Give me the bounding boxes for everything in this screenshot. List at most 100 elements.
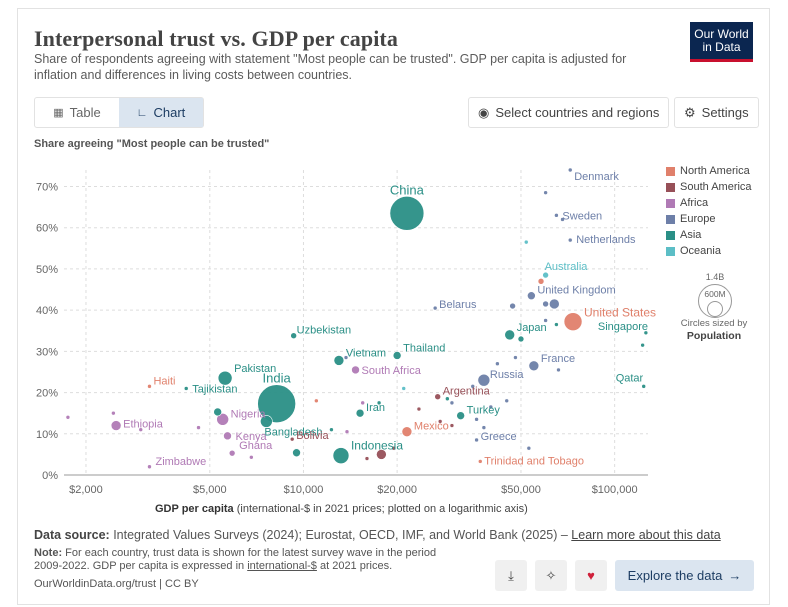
tab-chart[interactable]: ∟ Chart [119, 98, 203, 127]
point-point[interactable] [517, 335, 525, 343]
point-india[interactable] [257, 384, 296, 423]
legend-asia[interactable]: Asia [666, 227, 752, 243]
international-dollar-link[interactable]: international-$ [247, 560, 317, 572]
donate-button[interactable]: ♥ [575, 560, 607, 591]
point-china[interactable] [389, 195, 425, 231]
point-point[interactable] [449, 400, 455, 406]
point-singapore[interactable] [643, 330, 649, 336]
point-bangladesh[interactable] [260, 415, 273, 428]
point-mexico[interactable] [401, 426, 413, 438]
point-france[interactable] [528, 360, 540, 372]
point-point[interactable] [249, 454, 254, 460]
point-point[interactable] [542, 300, 549, 308]
point-tajikistan[interactable] [183, 386, 189, 391]
point-point[interactable] [537, 277, 545, 285]
point-uzbekistan[interactable] [290, 332, 297, 339]
x-tick-label: $20,000 [377, 484, 417, 496]
label-haiti: Haiti [153, 375, 175, 387]
point-point[interactable] [549, 298, 560, 310]
owid-logo[interactable]: Our World in Data [690, 22, 753, 62]
point-russia[interactable] [477, 373, 491, 387]
point-vietnam[interactable] [333, 355, 345, 366]
point-point[interactable] [481, 425, 487, 430]
explore-data-button[interactable]: Explore the data → [615, 560, 754, 591]
legend-south-america[interactable]: South America [666, 179, 752, 195]
point-thailand[interactable] [392, 351, 402, 360]
point-point[interactable] [213, 407, 222, 417]
point-point[interactable] [470, 384, 476, 389]
point-australia[interactable] [542, 271, 549, 279]
point-point[interactable] [416, 406, 422, 412]
point-ethiopia[interactable] [110, 420, 122, 431]
legend-oceania[interactable]: Oceania [666, 243, 752, 259]
point-point[interactable] [560, 217, 565, 222]
point-point[interactable] [523, 239, 529, 245]
point-point[interactable] [360, 400, 365, 406]
point-united-kingdom[interactable] [527, 291, 536, 301]
point-zimbabwe[interactable] [147, 464, 152, 470]
point-iran[interactable] [355, 408, 365, 418]
point-qatar[interactable] [641, 384, 647, 389]
legend-africa[interactable]: Africa [666, 195, 752, 211]
site-link[interactable]: OurWorldinData.org/trust | CC BY [34, 578, 199, 590]
point-japan[interactable] [504, 329, 515, 341]
point-point[interactable] [196, 425, 201, 430]
point-point[interactable] [329, 427, 334, 432]
point-united-states[interactable] [563, 312, 583, 331]
point-point[interactable] [543, 190, 548, 195]
point-point[interactable] [554, 322, 559, 327]
download-button[interactable]: ⤓ [495, 560, 527, 591]
point-trinidad-and-tobago[interactable] [477, 459, 483, 464]
label-nigeria: Nigeria [231, 408, 267, 420]
learn-more-link[interactable]: Learn more about this data [571, 528, 721, 542]
point-point[interactable] [292, 448, 301, 458]
point-south-africa[interactable] [351, 365, 360, 375]
point-point[interactable] [504, 398, 510, 404]
point-point[interactable] [65, 414, 71, 420]
point-point[interactable] [556, 367, 561, 373]
point-point[interactable] [543, 318, 548, 323]
point-greece[interactable] [474, 437, 479, 443]
point-haiti[interactable] [147, 384, 152, 389]
point-point[interactable] [449, 423, 455, 428]
point-point[interactable] [111, 410, 116, 416]
point-point[interactable] [526, 445, 532, 451]
point-kenya[interactable] [223, 431, 232, 441]
point-point[interactable] [474, 417, 479, 422]
point-point[interactable] [513, 355, 518, 360]
share-button[interactable]: ✧ [535, 560, 567, 591]
point-indonesia[interactable] [332, 447, 350, 464]
point-argentina[interactable] [434, 393, 441, 400]
point-point[interactable] [138, 427, 144, 432]
point-point[interactable] [344, 429, 350, 435]
point-belarus[interactable] [432, 305, 438, 311]
tab-table[interactable]: ▦ Table [35, 98, 119, 127]
point-point[interactable] [509, 302, 516, 310]
point-point[interactable] [401, 386, 407, 391]
point-denmark[interactable] [567, 167, 573, 173]
point-nigeria[interactable] [216, 413, 229, 426]
select-countries-button[interactable]: ◉ Select countries and regions [468, 97, 670, 128]
point-point[interactable] [437, 419, 443, 424]
point-point[interactable] [445, 396, 450, 402]
settings-button[interactable]: ⚙ Settings [674, 97, 759, 128]
point-ghana[interactable] [228, 449, 236, 457]
point-netherlands[interactable] [567, 237, 573, 243]
point-turkey[interactable] [456, 411, 465, 420]
point-point[interactable] [495, 361, 500, 367]
point-point[interactable] [376, 449, 387, 460]
point-point[interactable] [391, 445, 397, 451]
point-bolivia[interactable] [289, 436, 295, 442]
y-tick-label: 70% [36, 181, 58, 193]
legend-north-america[interactable]: North America [666, 163, 752, 179]
point-point[interactable] [376, 400, 382, 406]
label-china: China [390, 182, 425, 197]
point-point[interactable] [343, 355, 349, 360]
point-point[interactable] [488, 404, 494, 410]
point-point[interactable] [364, 456, 370, 461]
point-point[interactable] [640, 342, 645, 348]
point-pakistan[interactable] [217, 370, 233, 386]
legend-europe[interactable]: Europe [666, 211, 752, 227]
point-point[interactable] [314, 398, 319, 404]
point-sweden[interactable] [554, 213, 559, 218]
